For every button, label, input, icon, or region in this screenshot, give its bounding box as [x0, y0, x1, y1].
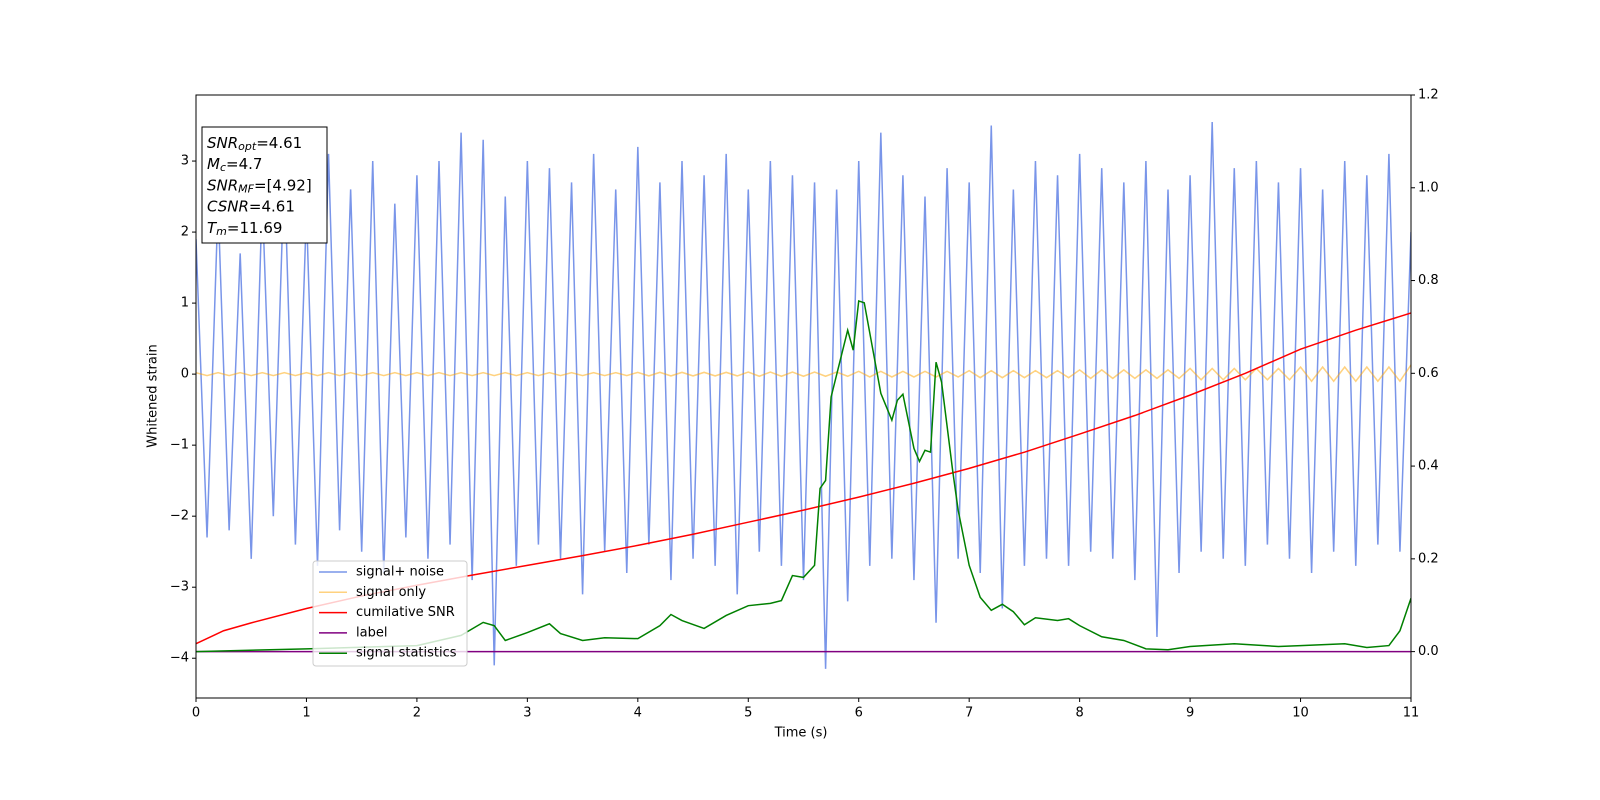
legend-box	[312, 560, 468, 667]
x-tick-label: 4	[634, 706, 642, 721]
annotation: Tm=11.69	[207, 218, 282, 238]
y-tick-label: −1	[170, 438, 189, 453]
annotation-box	[201, 126, 328, 244]
x-tick-label: 11	[1403, 706, 1420, 721]
annotation-value: =4.61	[249, 197, 295, 215]
annotation-subscript: c	[220, 161, 226, 174]
x-tick-label: 7	[965, 706, 973, 721]
annotation-value: =4.7	[226, 155, 262, 173]
y2-tick-label: 0.8	[1418, 273, 1439, 288]
x-tick-label: 5	[744, 706, 752, 721]
annotation: Mc=4.7	[207, 155, 262, 175]
x-tick-label: 3	[523, 706, 531, 721]
x-tick-label: 2	[413, 706, 421, 721]
annotation-subscript: MF	[238, 182, 254, 195]
annotation-value: =4.61	[256, 134, 302, 152]
y-axis-label: Whitened strain	[146, 344, 161, 447]
y2-tick-label: 0.4	[1418, 459, 1439, 474]
annotation-value: =[4.92]	[254, 176, 312, 194]
legend-label: signal statistics	[356, 646, 457, 661]
legend-label: cumilative SNR	[356, 605, 455, 620]
y2-tick-label: 1.2	[1418, 88, 1439, 103]
annotation: CSNR=4.61	[207, 197, 295, 215]
x-axis-label: Time (s)	[774, 726, 828, 741]
y2-tick-label: 1.0	[1418, 180, 1439, 195]
annotation-value: =11.69	[227, 218, 283, 236]
legend-label: label	[356, 625, 387, 640]
x-tick-label: 9	[1186, 706, 1194, 721]
x-tick-label: 8	[1075, 706, 1083, 721]
annotation-subscript: opt	[238, 140, 257, 153]
y-tick-label: −2	[170, 509, 189, 524]
axes: 0 1 2 3 4 5 6 7 8 9 10 11 −4 −3 −2 −1 0 1 2 3 0.0 0.2 0.4 0.6 0.…	[170, 88, 1439, 721]
y2-tick-label: 0.0	[1418, 644, 1439, 659]
legend-label: signal only	[356, 585, 426, 600]
series-line	[196, 121, 1411, 669]
y-tick-label: −3	[170, 580, 189, 595]
annotation-subscript: m	[216, 225, 227, 238]
x-tick-label: 0	[192, 706, 200, 721]
x-tick-label: 1	[302, 706, 310, 721]
y2-tick-label: 0.2	[1418, 551, 1439, 566]
axes-frame	[195, 94, 1412, 699]
y-tick-label: −4	[170, 651, 189, 666]
annotation-symbol: CSNR	[207, 197, 249, 215]
annotation-symbol: T	[207, 218, 218, 236]
x-tick-label: 10	[1292, 706, 1309, 721]
annotation-symbol: SNR	[207, 176, 238, 194]
annotation: SNRopt=4.61	[207, 134, 302, 154]
series-line	[196, 364, 1411, 383]
annotation-symbol: M	[207, 155, 220, 173]
y-tick-label: 0	[181, 367, 189, 382]
y-tick-label: 1	[181, 296, 189, 311]
y2-tick-label: 0.6	[1418, 366, 1439, 381]
annotation-symbol: SNR	[207, 134, 238, 152]
series-line	[196, 299, 1411, 653]
y-tick-label: 2	[181, 225, 189, 240]
legend-label: signal+ noise	[356, 565, 444, 580]
x-tick-label: 6	[855, 706, 863, 721]
y-tick-label: 3	[181, 154, 189, 169]
annotation: SNRMF=[4.92]	[207, 176, 312, 196]
